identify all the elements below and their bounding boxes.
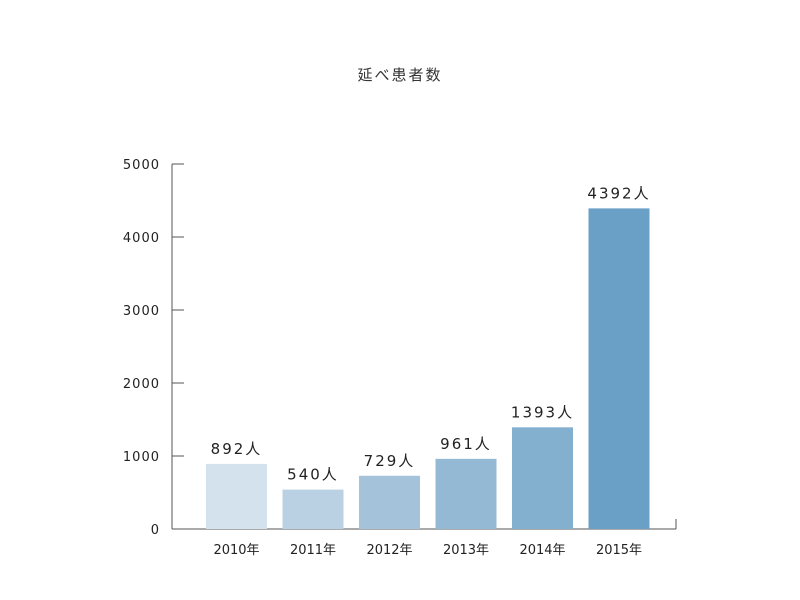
bar-2010年 — [206, 463, 267, 529]
bar-2012年 — [359, 475, 420, 529]
data-label: 729人 — [364, 452, 416, 470]
x-tick-label: 2012年 — [366, 543, 412, 558]
x-tick-label: 2013年 — [443, 543, 489, 558]
bar-2013年 — [435, 458, 497, 529]
y-tick-label: 5000 — [123, 158, 160, 173]
data-label: 1393人 — [511, 403, 574, 421]
bar-2015年 — [588, 208, 650, 529]
x-tick-label: 2014年 — [519, 543, 565, 558]
x-tick-label: 2015年 — [596, 543, 642, 558]
data-label: 961人 — [440, 435, 492, 453]
y-tick-label: 2000 — [123, 377, 160, 392]
labels: 892人 2010年 540人 2011年 729人 2012年 961人 2013年 1393… — [211, 184, 650, 558]
x-tick-label: 2011年 — [290, 543, 336, 558]
bar-2014年 — [512, 427, 573, 529]
y-tick-label: 3000 — [123, 304, 160, 319]
bar-2011年 — [282, 489, 344, 529]
chart-title: 延べ患者数 — [357, 66, 442, 84]
x-tick-label: 2010年 — [213, 543, 259, 558]
y-tick-label: 4000 — [123, 231, 160, 246]
data-label: 540人 — [287, 466, 339, 484]
y-tick-label: 1000 — [123, 450, 160, 465]
data-label: 892人 — [211, 440, 263, 458]
data-label: 4392人 — [587, 184, 650, 202]
bars — [206, 208, 650, 529]
y-tick-label: 0 — [151, 523, 160, 538]
